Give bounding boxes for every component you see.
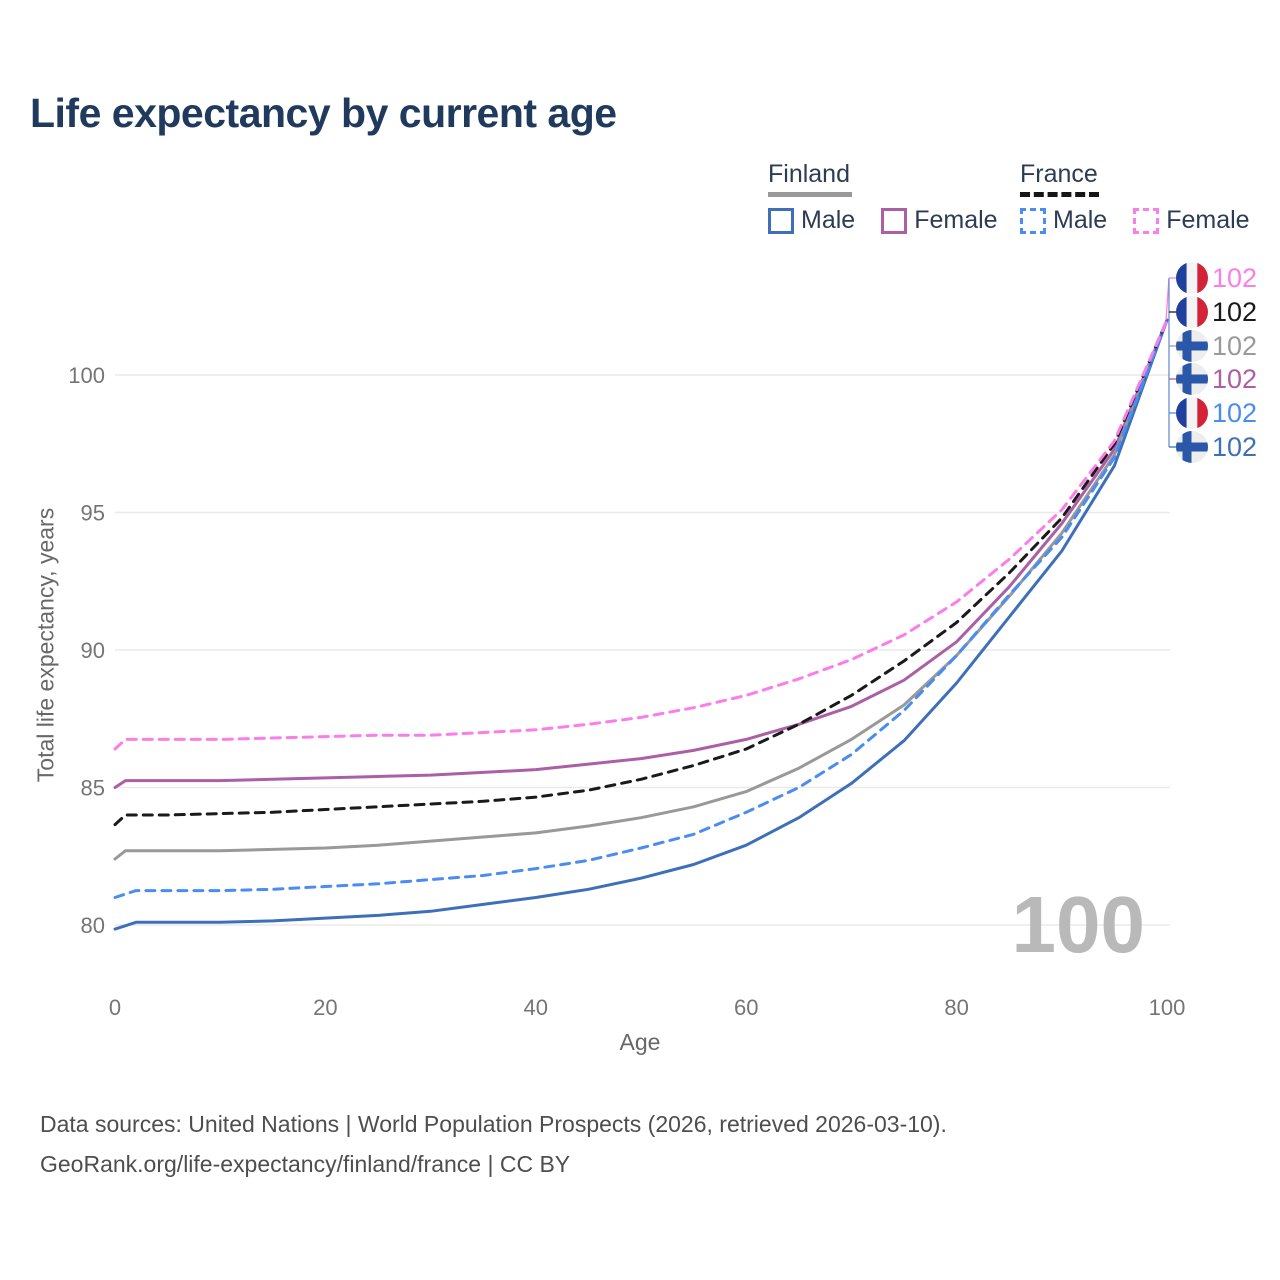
x-tick-label-80: 80 [944,995,968,1020]
series-line-finland-female [113,318,1169,789]
y-tick-label-95: 95 [81,501,105,526]
legend-item-france-male[interactable]: Male [1020,206,1107,235]
finland-flag-icon [1176,363,1208,395]
series-line-france-all [113,318,1169,827]
france-female-swatch-icon [1133,207,1160,234]
end-label-value: 102 [1212,398,1257,428]
x-axis-title: Age [620,1029,661,1055]
finland-flag-icon [1176,330,1208,362]
end-label-value: 102 [1212,297,1257,327]
legend-group-finland: Finland Male Female [768,160,998,235]
end-label-value: 102 [1212,432,1257,462]
data-sources-text: Data sources: United Nations | World Pop… [40,1111,947,1137]
age-counter-watermark: 100 [1012,880,1145,969]
legend-finland-line-sample [768,192,852,197]
finland-female-swatch-icon [881,207,908,234]
france-flag-icon [1176,296,1208,328]
legend-item-label: Female [914,206,998,234]
y-tick-label-100: 100 [68,363,105,388]
x-tick-label-60: 60 [734,995,758,1020]
x-tick-label-20: 20 [313,995,337,1020]
legend-item-label: Female [1166,206,1250,234]
finland-male-swatch-icon [768,207,794,234]
attribution-link-text[interactable]: GeoRank.org/life-expectancy/finland/fran… [40,1151,571,1177]
x-tick-label-0: 0 [109,995,121,1020]
france-male-swatch-icon [1020,207,1046,234]
finland-flag-icon [1176,431,1208,463]
series-line-france-male [113,318,1169,899]
legend-group-france: France Male Female [1020,160,1250,235]
page-title: Life expectancy by current age [30,90,617,136]
series-line-finland-male [113,318,1169,931]
legend-finland-label: Finland [768,160,850,188]
x-tick-label-100: 100 [1149,995,1186,1020]
end-label-value: 102 [1212,331,1257,361]
y-tick-label-80: 80 [81,913,105,938]
legend-item-label: Male [1053,206,1108,234]
legend-item-label: Male [801,206,856,234]
france-flag-icon [1176,397,1208,429]
end-label-value: 102 [1212,364,1257,394]
footer: Data sources: United Nations | World Pop… [40,1104,947,1184]
legend-item-france-female[interactable]: Female [1133,206,1250,235]
series-line-france-female [113,318,1169,751]
legend-france-line-sample [1020,192,1099,197]
legend-item-finland-female[interactable]: Female [881,206,998,235]
end-label-value: 102 [1212,263,1257,293]
legend-item-finland-male[interactable]: Male [768,206,855,235]
x-tick-label-40: 40 [524,995,548,1020]
y-tick-label-85: 85 [81,776,105,801]
france-flag-icon [1176,262,1208,294]
legend-france-label: France [1020,160,1098,188]
y-tick-label-90: 90 [81,638,105,663]
